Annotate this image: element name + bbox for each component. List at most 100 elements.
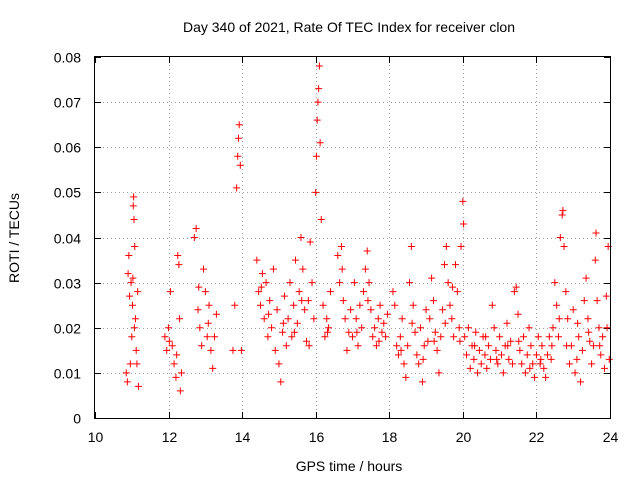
data-point (497, 351, 505, 359)
data-point (367, 306, 375, 314)
data-point (129, 274, 137, 282)
data-point (125, 252, 133, 260)
data-point (560, 243, 568, 251)
data-point (471, 342, 479, 350)
data-point (589, 342, 597, 350)
data-point (176, 387, 184, 395)
data-point (375, 337, 383, 345)
data-point (297, 234, 305, 241)
data-point (234, 134, 242, 142)
data-point (578, 346, 586, 354)
data-point (372, 342, 380, 350)
data-point (440, 261, 448, 269)
data-point (593, 297, 601, 305)
data-point (466, 364, 474, 372)
data-point (603, 324, 611, 332)
data-point (516, 346, 524, 354)
data-point (345, 328, 353, 336)
data-point (207, 346, 215, 354)
data-point (271, 346, 279, 354)
data-point (336, 279, 344, 287)
data-point (301, 306, 309, 314)
data-point (474, 369, 482, 377)
data-point (586, 337, 594, 345)
data-point (422, 306, 430, 314)
data-point (464, 324, 472, 332)
data-point (365, 279, 373, 287)
data-point (595, 324, 603, 332)
y-axis-title: ROTI / TECUs (6, 193, 22, 283)
data-point (505, 355, 513, 363)
data-point (577, 378, 585, 386)
data-point (363, 247, 371, 255)
data-point (521, 369, 529, 377)
data-point (195, 283, 203, 291)
data-point (323, 315, 331, 323)
data-point (433, 346, 441, 354)
data-point (349, 333, 356, 341)
data-point (275, 360, 283, 368)
data-point (376, 301, 384, 309)
data-point (338, 265, 346, 273)
data-point (168, 342, 176, 350)
data-point (130, 324, 138, 332)
data-point (510, 288, 518, 296)
data-point (280, 292, 288, 300)
chart-title: Day 340 of 2021, Rate Of TEC Index for r… (183, 19, 515, 35)
data-point (599, 333, 607, 341)
data-point (205, 301, 213, 309)
data-point (402, 373, 410, 381)
data-point (190, 234, 198, 241)
data-point (463, 351, 471, 359)
data-point (353, 328, 361, 336)
data-point (605, 355, 613, 363)
data-point (496, 333, 504, 341)
data-point (551, 279, 559, 287)
data-point (556, 234, 564, 241)
data-point (394, 351, 402, 359)
data-point (295, 288, 303, 296)
data-point (391, 301, 399, 309)
plot-frame (94, 56, 611, 419)
data-point (503, 319, 511, 327)
data-point (537, 355, 545, 363)
data-point (417, 324, 425, 332)
data-point (415, 360, 423, 368)
data-point (597, 351, 605, 359)
data-point (457, 243, 465, 251)
data-point (543, 351, 551, 359)
data-point (562, 288, 570, 296)
data-point (337, 243, 345, 251)
data-point (343, 346, 351, 354)
data-point (588, 360, 596, 368)
data-point (298, 297, 306, 305)
data-point (430, 337, 438, 345)
data-point (419, 355, 427, 363)
data-point (237, 346, 245, 354)
data-point (564, 315, 572, 323)
data-point (269, 265, 277, 273)
y-tick-label: 0.01 (54, 366, 81, 382)
data-point (509, 360, 517, 368)
data-point (163, 346, 171, 354)
data-point (540, 364, 548, 372)
data-point (499, 369, 507, 377)
data-point (257, 283, 265, 291)
data-point (482, 333, 490, 341)
data-point (130, 193, 138, 201)
data-point (424, 337, 432, 345)
data-point (420, 342, 428, 350)
data-point (592, 229, 600, 237)
data-point (485, 342, 493, 350)
x-tick-label: 16 (309, 429, 325, 445)
data-point (306, 238, 314, 246)
data-point (442, 243, 450, 251)
data-point (165, 324, 173, 332)
data-point (378, 328, 386, 336)
data-point (532, 351, 540, 359)
data-point (536, 360, 544, 368)
data-point (312, 152, 320, 160)
data-point (131, 243, 139, 251)
data-point (548, 342, 556, 350)
data-point (176, 315, 184, 323)
